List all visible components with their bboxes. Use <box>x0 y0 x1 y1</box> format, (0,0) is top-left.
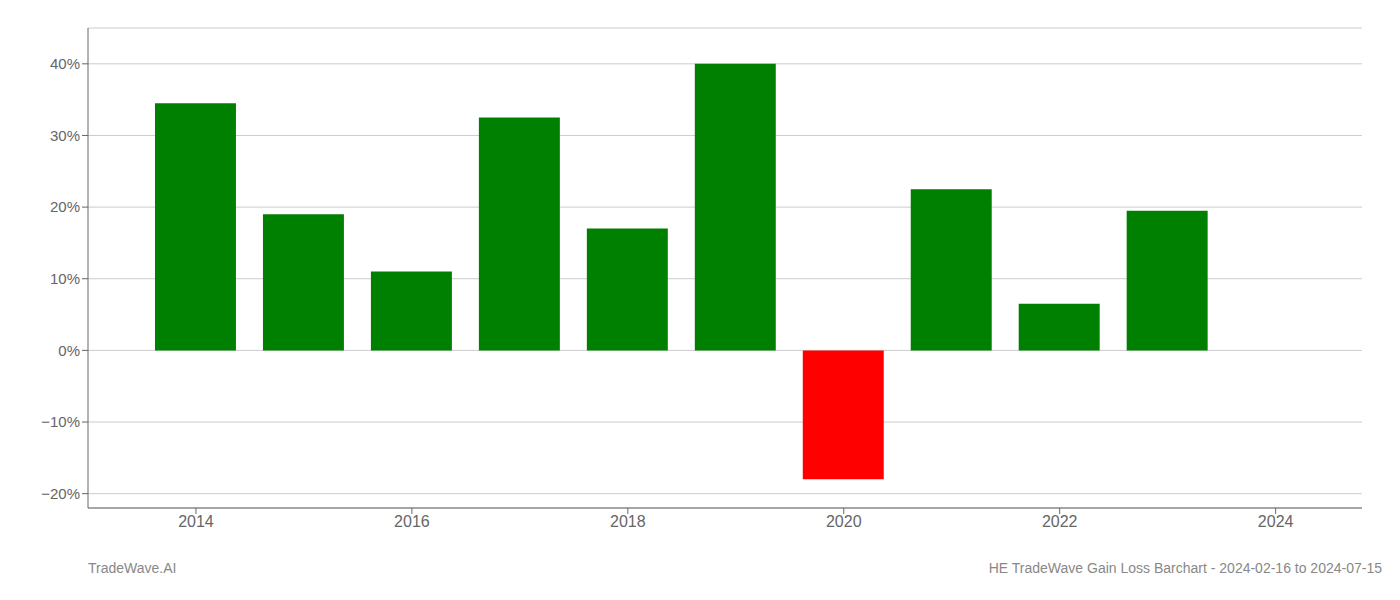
svg-text:2024: 2024 <box>1258 513 1294 530</box>
svg-text:20%: 20% <box>50 198 80 215</box>
svg-text:−20%: −20% <box>41 485 80 502</box>
svg-text:2016: 2016 <box>394 513 430 530</box>
html-text:TradeWave.AI: TradeWave.AI <box>88 560 177 576</box>
svg-text:2020: 2020 <box>826 513 862 530</box>
svg-text:30%: 30% <box>50 127 80 144</box>
html-text:HE TradeWave Gain Loss Barchar: HE TradeWave Gain Loss Barchart - 2024-0… <box>988 560 1382 576</box>
svg-text:10%: 10% <box>50 270 80 287</box>
svg-text:2018: 2018 <box>610 513 646 530</box>
svg-text:2022: 2022 <box>1042 513 1078 530</box>
svg-text:0%: 0% <box>58 342 80 359</box>
svg-text:2014: 2014 <box>178 513 214 530</box>
svg-text:40%: 40% <box>50 55 80 72</box>
svg-text:−10%: −10% <box>41 413 80 430</box>
